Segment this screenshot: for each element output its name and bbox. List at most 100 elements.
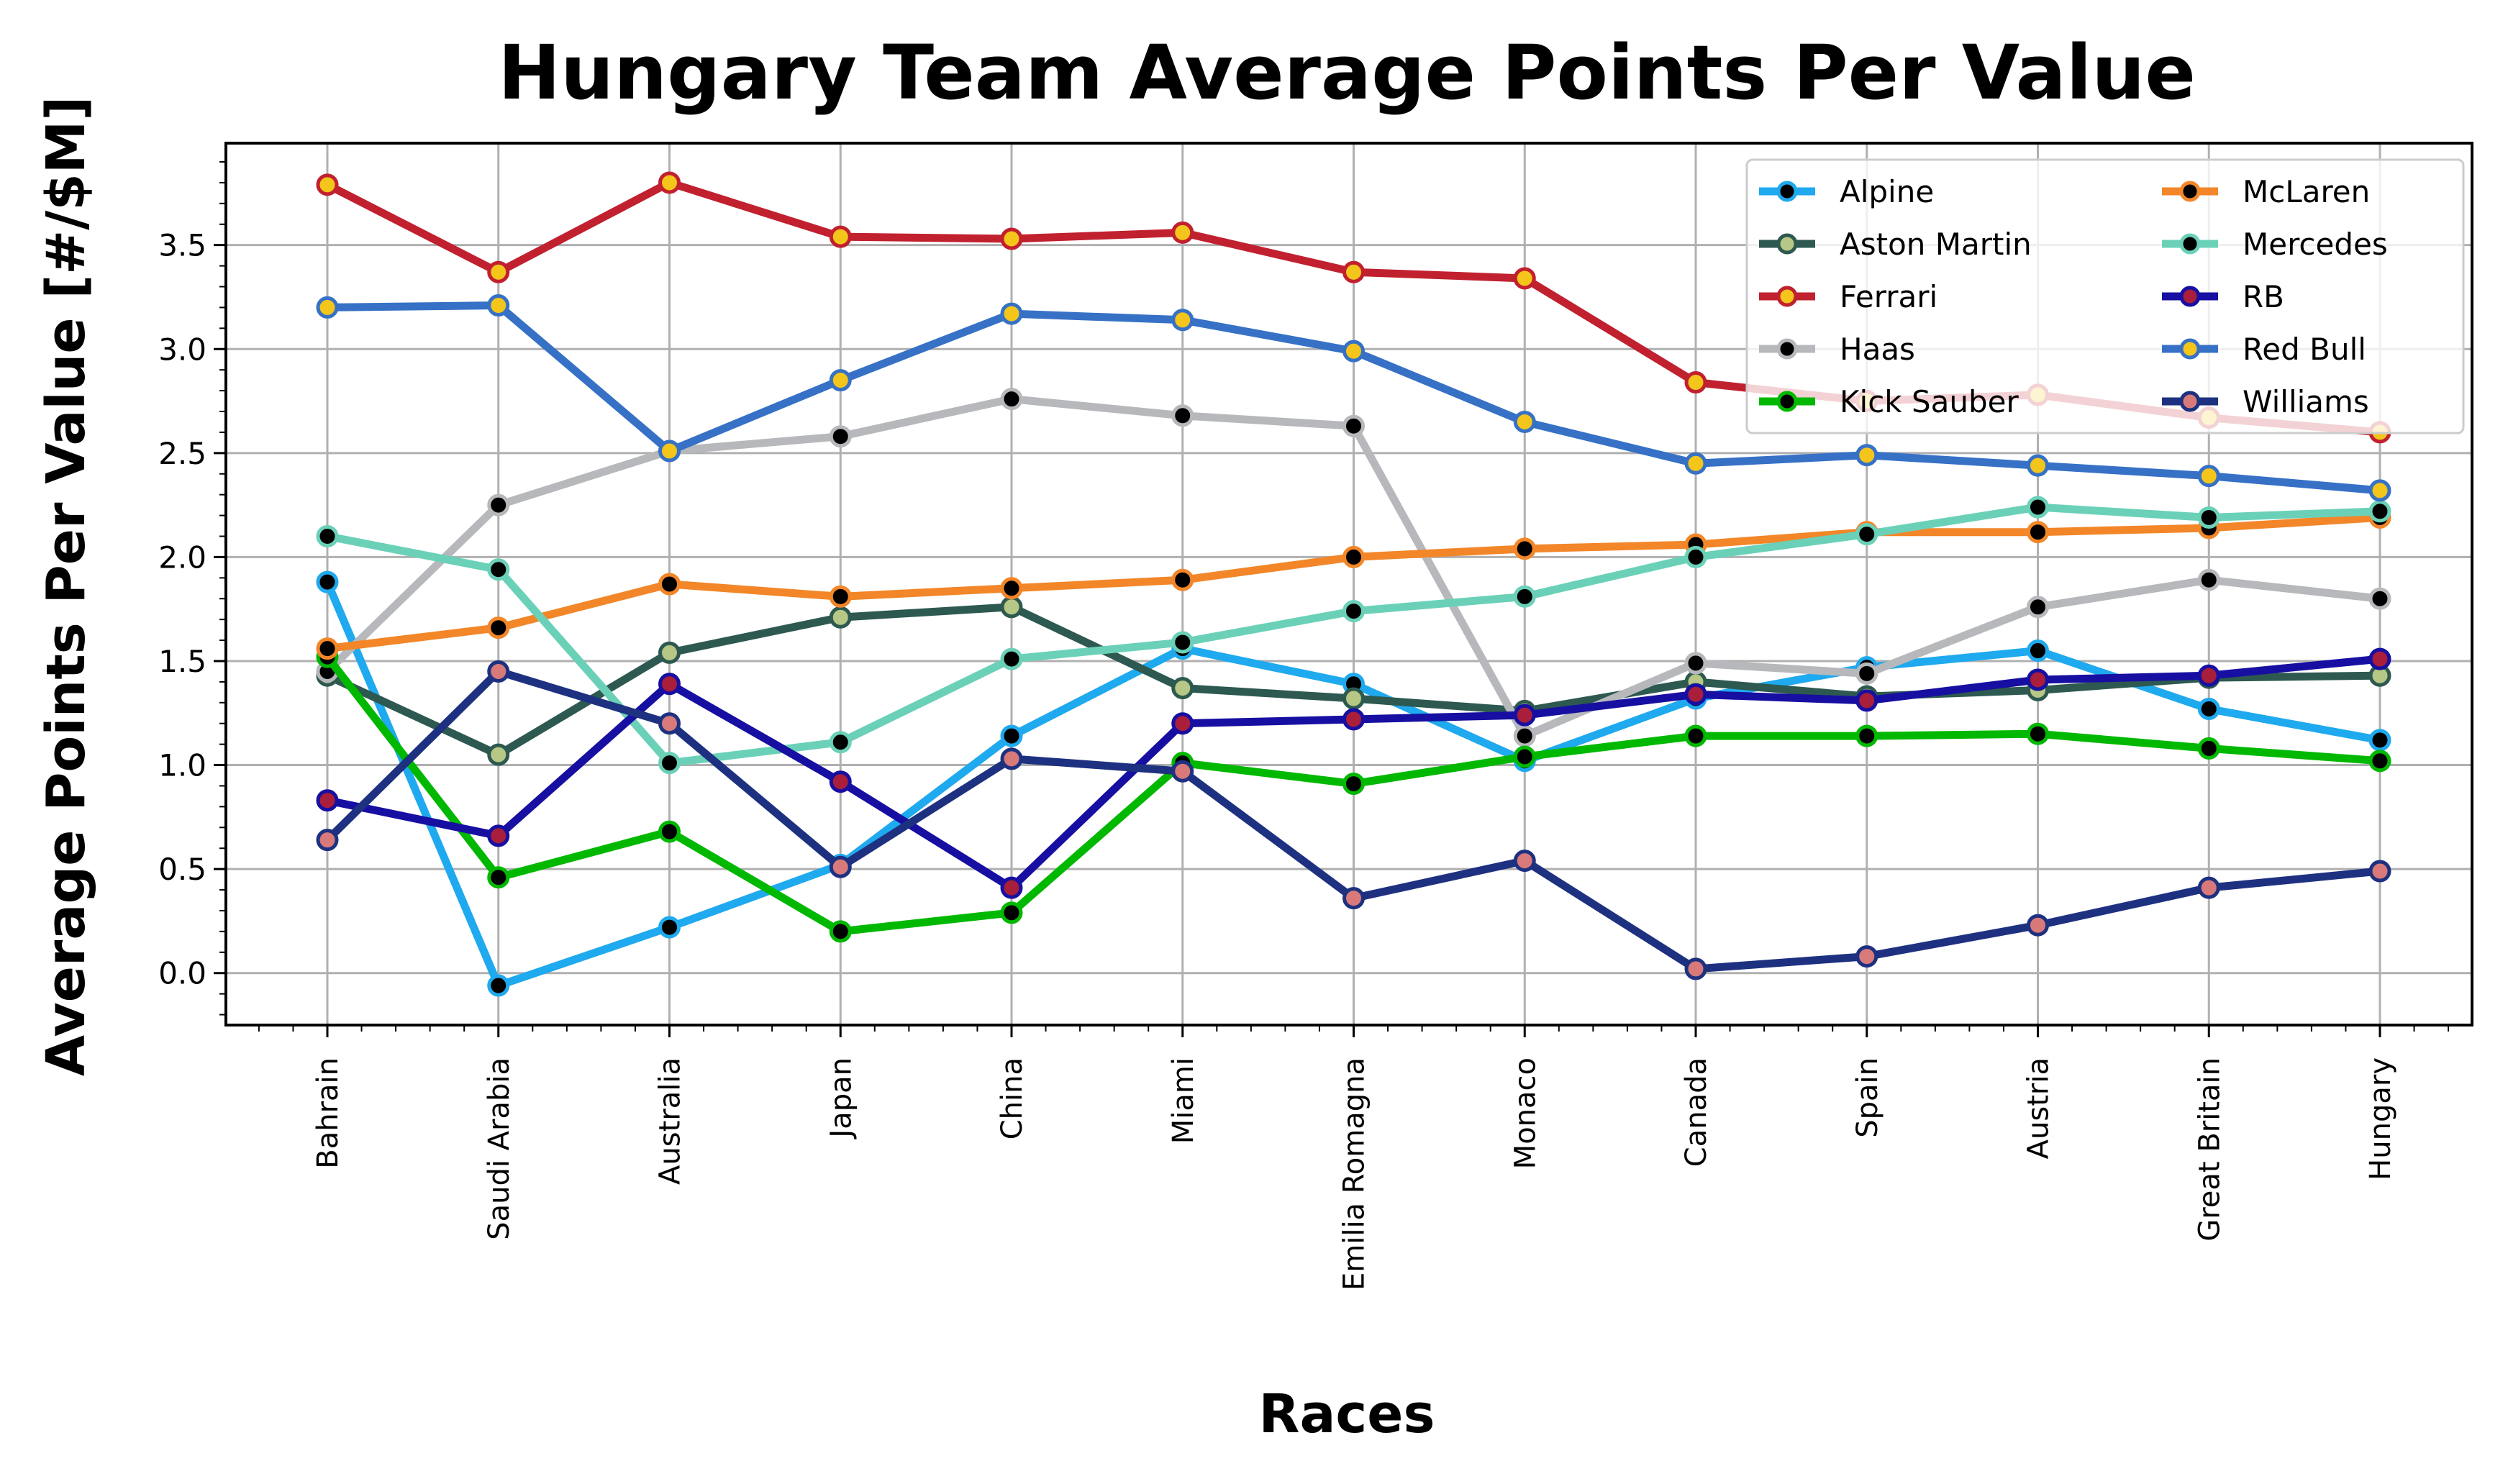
legend-swatch-marker bbox=[1776, 286, 1798, 307]
data-point-rb bbox=[2027, 668, 2049, 691]
x-tick-label: Saudi Arabia bbox=[483, 1057, 516, 1240]
data-point-rb bbox=[1000, 876, 1023, 899]
data-point-kick-sauber bbox=[1684, 724, 1707, 747]
data-point-williams bbox=[829, 855, 852, 878]
legend: Alpine Aston Martin Ferrari Haas Kick Sauber… bbox=[1745, 158, 2465, 434]
data-point-williams bbox=[1513, 850, 1536, 873]
data-point-red-bull bbox=[487, 294, 510, 317]
legend-swatch-marker bbox=[2179, 286, 2201, 307]
data-point-mercedes bbox=[316, 524, 339, 547]
x-tick-label: Great Britain bbox=[2193, 1057, 2226, 1242]
legend-item-williams: Williams bbox=[2162, 384, 2369, 419]
data-point-kick-sauber bbox=[1513, 745, 1536, 768]
y-axis-label: Average Points Per Value [#/$M] bbox=[35, 96, 97, 1076]
legend-item-haas: Haas bbox=[1759, 332, 1915, 367]
legend-swatch-marker bbox=[2179, 338, 2201, 360]
data-point-red-bull bbox=[1342, 340, 1365, 363]
series-kick-sauber bbox=[316, 645, 2391, 943]
data-point-williams bbox=[1171, 760, 1194, 783]
data-point-haas bbox=[487, 493, 510, 516]
data-point-mercedes bbox=[829, 731, 852, 754]
data-point-williams bbox=[2368, 860, 2391, 883]
data-point-williams bbox=[1855, 945, 1878, 968]
data-point-mclaren bbox=[487, 616, 510, 639]
data-point-alpine bbox=[2197, 697, 2220, 720]
data-point-red-bull bbox=[1171, 309, 1194, 332]
plot-area-frame bbox=[224, 142, 2473, 1026]
legend-label: Ferrari bbox=[1840, 279, 1937, 314]
data-point-red-bull bbox=[2197, 465, 2220, 488]
legend-label: Red Bull bbox=[2243, 332, 2366, 367]
data-point-williams bbox=[2027, 914, 2049, 937]
data-point-mercedes bbox=[1855, 523, 1878, 546]
x-tick-label: China bbox=[996, 1057, 1029, 1139]
series-rb bbox=[316, 647, 2391, 899]
data-point-rb bbox=[1684, 683, 1707, 706]
data-point-rb bbox=[829, 770, 852, 793]
data-point-mercedes bbox=[1171, 631, 1194, 654]
data-point-kick-sauber bbox=[2027, 722, 2049, 745]
data-point-mclaren bbox=[316, 637, 339, 660]
legend-item-ferrari: Ferrari bbox=[1759, 279, 1937, 314]
data-point-rb bbox=[316, 789, 339, 812]
data-point-mercedes bbox=[487, 558, 510, 581]
x-axis-label: Races bbox=[1258, 1383, 1435, 1445]
data-point-williams bbox=[658, 712, 681, 735]
legend-item-kick-sauber: Kick Sauber bbox=[1759, 384, 2019, 419]
data-point-aston-martin bbox=[1000, 596, 1023, 619]
data-point-mercedes bbox=[2368, 500, 2391, 523]
data-point-haas bbox=[1513, 724, 1536, 747]
x-tick-label: Australia bbox=[654, 1057, 687, 1185]
legend-label: Aston Martin bbox=[1840, 227, 2032, 262]
data-point-aston-martin bbox=[1171, 677, 1194, 700]
data-point-aston-martin bbox=[487, 743, 510, 766]
data-point-red-bull bbox=[1000, 302, 1023, 325]
data-point-mercedes bbox=[2027, 496, 2049, 519]
y-tick-label: 3.5 bbox=[158, 228, 206, 263]
legend-swatch-marker bbox=[2179, 181, 2201, 202]
legend-box bbox=[1745, 158, 2465, 434]
legend-item-mclaren: McLaren bbox=[2162, 174, 2370, 209]
legend-label: McLaren bbox=[2243, 174, 2370, 209]
legend-swatch-marker bbox=[1776, 391, 1798, 412]
data-point-rb bbox=[1513, 704, 1536, 727]
data-point-williams bbox=[2197, 876, 2220, 899]
data-point-red-bull bbox=[316, 296, 339, 319]
data-point-red-bull bbox=[658, 440, 681, 463]
x-tick-label: Austria bbox=[2022, 1057, 2055, 1159]
data-point-mclaren bbox=[1513, 537, 1536, 560]
data-point-mclaren bbox=[2027, 521, 2049, 544]
x-tick-label: Emilia Romagna bbox=[1338, 1057, 1371, 1290]
y-tick-label: 3.0 bbox=[158, 332, 206, 367]
y-tick-label: 0.0 bbox=[158, 956, 206, 991]
data-point-ferrari bbox=[1513, 267, 1536, 290]
data-point-kick-sauber bbox=[1000, 901, 1023, 924]
legend-label: Kick Sauber bbox=[1840, 384, 2019, 419]
legend-item-rb: RB bbox=[2162, 279, 2284, 314]
data-point-ferrari bbox=[316, 173, 339, 196]
data-point-alpine bbox=[1000, 724, 1023, 747]
data-point-kick-sauber bbox=[829, 920, 852, 943]
data-point-alpine bbox=[316, 570, 339, 593]
data-point-haas bbox=[2368, 587, 2391, 610]
data-point-kick-sauber bbox=[1342, 773, 1365, 796]
data-point-mercedes bbox=[2197, 506, 2220, 529]
data-point-williams bbox=[1000, 747, 1023, 770]
data-point-kick-sauber bbox=[1855, 724, 1878, 747]
data-point-mclaren bbox=[658, 573, 681, 596]
chart-title: Hungary Team Average Points Per Value bbox=[498, 29, 2196, 117]
legend-item-red-bull: Red Bull bbox=[2162, 332, 2366, 367]
data-point-haas bbox=[1171, 404, 1194, 427]
legend-swatch-marker bbox=[1776, 338, 1798, 360]
data-point-mercedes bbox=[1513, 585, 1536, 608]
series-mercedes bbox=[316, 496, 2391, 775]
data-point-aston-martin bbox=[829, 606, 852, 629]
data-point-haas bbox=[2027, 596, 2049, 619]
data-point-williams bbox=[1684, 957, 1707, 980]
data-point-mercedes bbox=[1342, 600, 1365, 623]
data-point-mercedes bbox=[1000, 647, 1023, 670]
data-point-alpine bbox=[487, 974, 510, 997]
x-tick-label: Monaco bbox=[1509, 1057, 1542, 1169]
data-point-mclaren bbox=[1000, 577, 1023, 600]
